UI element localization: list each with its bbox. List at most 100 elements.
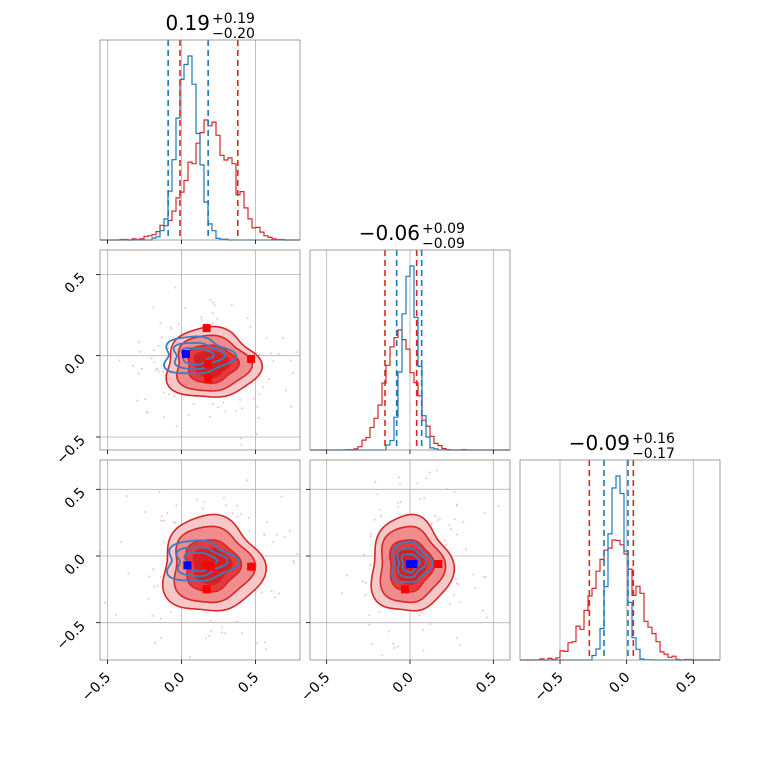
- sample-point: [365, 581, 367, 584]
- sample-point: [223, 497, 225, 500]
- sample-point: [239, 399, 241, 401]
- red-marker: [434, 560, 443, 568]
- sample-point: [399, 483, 401, 485]
- blue-histogram-0: [100, 55, 300, 241]
- x-ticks-0-1: [107, 450, 256, 454]
- sample-point: [273, 596, 276, 599]
- sample-point: [439, 517, 441, 520]
- sample-point: [150, 357, 153, 360]
- x-ticks-1-2: −0.5 0.0 0.5: [298, 660, 500, 705]
- sample-point: [270, 352, 272, 355]
- sample-point: [195, 498, 198, 501]
- title-value: −0.06: [359, 221, 420, 245]
- sample-point: [387, 630, 390, 633]
- sample-point: [132, 364, 134, 367]
- sample-point: [157, 370, 160, 373]
- blue-marker: [181, 350, 190, 359]
- sample-point: [362, 580, 364, 582]
- sample-point: [397, 645, 399, 648]
- sample-point: [256, 405, 259, 408]
- sample-point: [200, 316, 203, 319]
- blue-contour-2: [400, 553, 421, 574]
- sample-point: [187, 414, 190, 417]
- sample-point: [235, 410, 237, 413]
- sample-point: [159, 322, 162, 325]
- sample-point: [173, 521, 175, 524]
- sample-point: [211, 311, 214, 314]
- sample-point: [147, 598, 150, 600]
- sample-point: [457, 583, 459, 586]
- sample-point: [120, 541, 123, 544]
- x-ticks-0-0: [107, 240, 256, 244]
- sample-point: [211, 322, 214, 325]
- sample-point: [163, 416, 166, 419]
- sample-point: [160, 519, 163, 522]
- sample-point: [184, 621, 187, 624]
- panel-p10-frame: [99, 249, 301, 451]
- sample-point: [174, 286, 177, 289]
- sample-point: [362, 553, 365, 556]
- sample-point: [397, 501, 400, 504]
- y-tick-label: −0.5: [53, 618, 88, 653]
- sample-point: [209, 619, 212, 622]
- sample-point: [154, 642, 156, 644]
- sample-point: [341, 592, 343, 595]
- sample-point: [423, 497, 425, 499]
- sample-point: [437, 519, 439, 522]
- sample-point: [211, 403, 214, 406]
- sample-point: [453, 491, 456, 493]
- sample-point: [472, 573, 475, 576]
- sample-point: [236, 515, 239, 518]
- x-tick-label: −0.5: [531, 670, 566, 705]
- sample-point: [364, 594, 367, 596]
- sample-point: [435, 469, 438, 472]
- sample-point: [240, 443, 243, 446]
- sample-point: [306, 391, 308, 393]
- sample-point: [257, 416, 260, 419]
- sample-point: [153, 585, 156, 588]
- title-value: −0.09: [569, 431, 630, 455]
- sample-point: [373, 518, 376, 521]
- red-histogram-2: [520, 539, 720, 661]
- sample-point: [268, 378, 271, 380]
- sample-point: [246, 479, 248, 482]
- sample-point: [429, 623, 432, 625]
- blue-contour-1: [396, 547, 428, 579]
- panel-2d-p21: [341, 469, 500, 670]
- sample-point: [139, 350, 142, 353]
- sample-point: [462, 520, 465, 523]
- sample-point: [378, 611, 381, 614]
- param-title-1: −0.06 +0.09−0.09: [359, 221, 465, 252]
- sample-point: [430, 521, 433, 524]
- sample-point: [170, 327, 173, 330]
- sample-point: [159, 617, 162, 620]
- sample-point: [438, 668, 440, 670]
- sample-point: [145, 411, 148, 413]
- blue-histogram-2: [520, 475, 720, 661]
- sample-point: [434, 515, 437, 518]
- sample-point: [258, 393, 261, 396]
- x-tick-label: −0.5: [298, 670, 333, 705]
- sample-point: [156, 367, 158, 370]
- sample-point: [202, 507, 204, 510]
- sample-point: [163, 519, 165, 522]
- sample-point: [455, 582, 458, 585]
- sample-point: [262, 386, 265, 389]
- sample-point: [456, 503, 458, 506]
- red-marker: [202, 324, 211, 333]
- sample-point: [266, 521, 268, 524]
- sample-point: [425, 477, 428, 480]
- sample-point: [381, 654, 384, 657]
- sample-point: [399, 501, 402, 503]
- param-title-2: −0.09 +0.16−0.17: [569, 431, 675, 462]
- red-histogram-0: [100, 119, 300, 241]
- sample-point: [220, 631, 223, 634]
- sample-point: [293, 562, 296, 564]
- sample-point: [290, 405, 292, 408]
- sample-point: [104, 601, 106, 604]
- sample-point: [141, 367, 143, 370]
- sample-point: [115, 613, 118, 616]
- sample-point: [173, 395, 176, 398]
- sample-point: [151, 614, 154, 617]
- sample-point: [379, 514, 382, 517]
